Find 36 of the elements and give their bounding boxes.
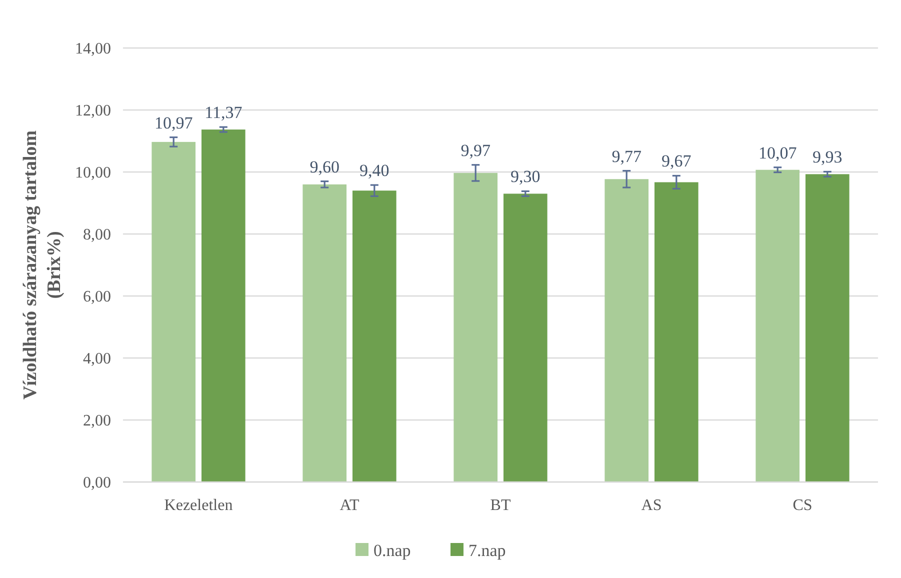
y-tick-label: 4,00: [83, 350, 111, 368]
bar: [756, 170, 800, 482]
y-tick-label: 10,00: [75, 164, 111, 182]
bar: [805, 174, 850, 482]
data-label: 9,93: [812, 148, 842, 167]
y-tick-label: 0,00: [83, 474, 111, 492]
data-label: 9,67: [662, 152, 692, 171]
data-label: 9,97: [460, 140, 491, 160]
y-tick-label: 12,00: [75, 102, 111, 120]
x-tick-label: AT: [340, 497, 360, 514]
data-label: 11,37: [204, 103, 243, 122]
data-label: 10,07: [758, 143, 798, 162]
x-tick-label: Kezeletlen: [164, 497, 233, 514]
bar: [654, 182, 698, 482]
bar: [454, 172, 498, 482]
bar: [302, 184, 347, 482]
data-label: 9,77: [612, 146, 642, 166]
bar: [503, 194, 548, 482]
x-tick-label: AS: [641, 497, 662, 514]
x-tick-label: CS: [792, 497, 812, 514]
data-label: 10,97: [154, 113, 194, 132]
legend-label: 0.nap: [374, 540, 411, 560]
x-tick-label: BT: [490, 497, 511, 514]
legend-label: 7.nap: [468, 540, 506, 560]
data-label: 9,30: [510, 167, 540, 186]
bar: [352, 190, 396, 482]
y-tick-label: 2,00: [83, 412, 111, 430]
data-label: 9,60: [310, 157, 340, 176]
bar: [152, 142, 196, 482]
y-tick-label: 6,00: [83, 288, 111, 306]
y-axis-title: Vízoldható szárazanyag tartalom (Brix%): [20, 130, 65, 400]
bar: [604, 179, 649, 482]
data-label: 9,40: [360, 161, 390, 180]
bar: [201, 130, 246, 482]
y-tick-label: 14,00: [75, 40, 111, 58]
y-tick-label: 8,00: [83, 226, 111, 244]
